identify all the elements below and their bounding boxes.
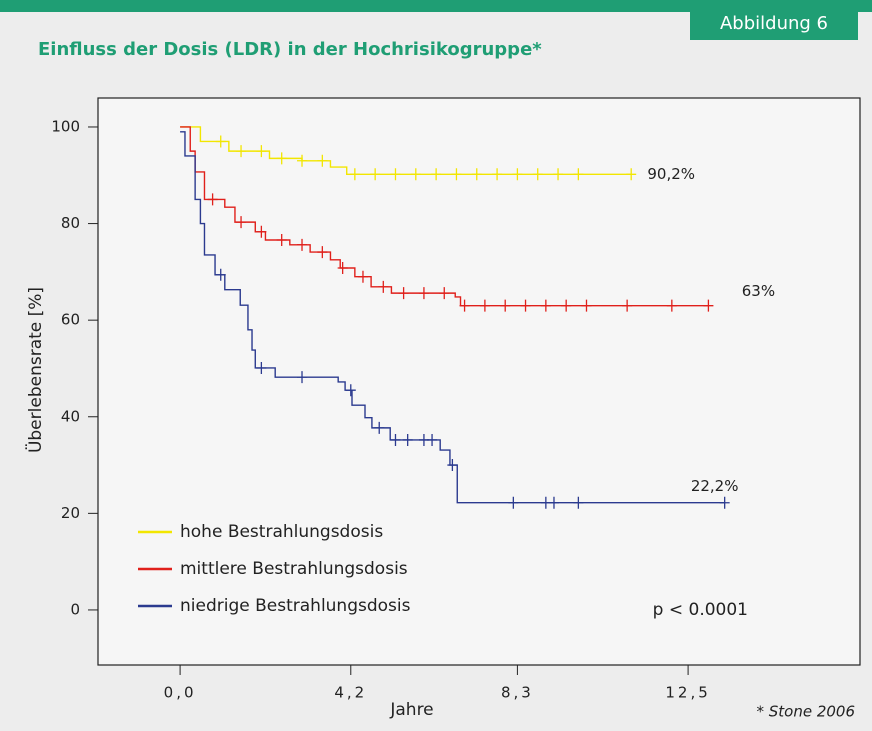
x-tick-label: 12,5 (665, 684, 710, 702)
x-tick-label: 4,2 (334, 684, 367, 702)
censor-mark (561, 299, 572, 312)
top-bar (0, 0, 872, 12)
censor-mark (520, 299, 531, 312)
plot-area (97, 97, 861, 666)
censor-mark (236, 216, 247, 229)
censor-mark (581, 299, 592, 312)
censor-mark (553, 168, 564, 181)
censor-mark (532, 168, 543, 181)
censor-mark (317, 246, 328, 259)
censor-mark (410, 168, 421, 181)
censor-mark (622, 299, 633, 312)
censor-mark (540, 299, 551, 312)
censor-mark (703, 299, 714, 312)
y-tick-label: 0 (70, 600, 80, 618)
censor-mark (390, 168, 401, 181)
y-tick-label: 100 (51, 117, 80, 135)
censor-mark (297, 238, 308, 251)
censor-mark (573, 168, 584, 181)
censor-mark (459, 299, 470, 312)
censor-mark (337, 262, 348, 275)
y-axis-label: Überlebensrate [%] (24, 287, 46, 453)
censor-mark (256, 361, 267, 374)
censor-mark (666, 299, 677, 312)
censor-mark (479, 299, 490, 312)
end-label: 22,2% (691, 477, 739, 495)
censor-mark (215, 135, 226, 148)
censor-mark (256, 225, 267, 238)
censor-mark (398, 287, 409, 300)
censor-mark (297, 154, 308, 167)
chart-title: Einfluss der Dosis (LDR) in der Hochrisi… (38, 39, 542, 60)
censor-mark (207, 193, 218, 206)
x-axis-label: Jahre (389, 700, 433, 720)
censor-mark (431, 168, 442, 181)
censor-mark (492, 168, 503, 181)
censor-mark (427, 433, 438, 446)
end-label: 63% (742, 282, 775, 300)
censor-mark (508, 496, 519, 509)
censor-mark (317, 154, 328, 167)
badge: Abbildung 6 (720, 13, 828, 34)
source: * Stone 2006 (756, 703, 855, 721)
end-label: 90,2% (647, 165, 695, 183)
y-tick-label: 20 (61, 504, 80, 522)
legend-label: hohe Bestrahlungsdosis (180, 522, 383, 542)
censor-mark (719, 496, 730, 509)
censor-mark (236, 145, 247, 158)
badge-bg (690, 0, 858, 40)
censor-mark (451, 168, 462, 181)
y-tick-label: 40 (61, 407, 80, 425)
censor-mark (370, 168, 381, 181)
censor-mark (390, 433, 401, 446)
censor-mark (297, 371, 308, 384)
censor-mark (402, 433, 413, 446)
censor-mark (573, 496, 584, 509)
censor-mark (439, 287, 450, 300)
p-value: p < 0.0001 (653, 600, 748, 620)
censor-mark (349, 168, 360, 181)
censor-mark (276, 233, 287, 246)
censor-mark (256, 145, 267, 158)
censor-mark (357, 270, 368, 283)
censor-mark (626, 168, 637, 181)
censor-mark (418, 287, 429, 300)
censor-mark (374, 421, 385, 434)
x-tick-label: 8,3 (501, 684, 534, 702)
censor-mark (345, 384, 356, 397)
censor-mark (500, 299, 511, 312)
legend-label: mittlere Bestrahlungsdosis (180, 559, 408, 579)
censor-mark (471, 168, 482, 181)
censor-mark (378, 280, 389, 293)
censor-mark (548, 496, 559, 509)
legend-label: niedrige Bestrahlungsdosis (180, 596, 411, 616)
y-tick-label: 80 (61, 214, 80, 232)
censor-mark (447, 459, 458, 472)
censor-mark (276, 152, 287, 165)
y-tick-label: 60 (61, 311, 80, 329)
x-tick-label: 0,0 (164, 684, 197, 702)
censor-mark (215, 268, 226, 281)
censor-mark (512, 168, 523, 181)
